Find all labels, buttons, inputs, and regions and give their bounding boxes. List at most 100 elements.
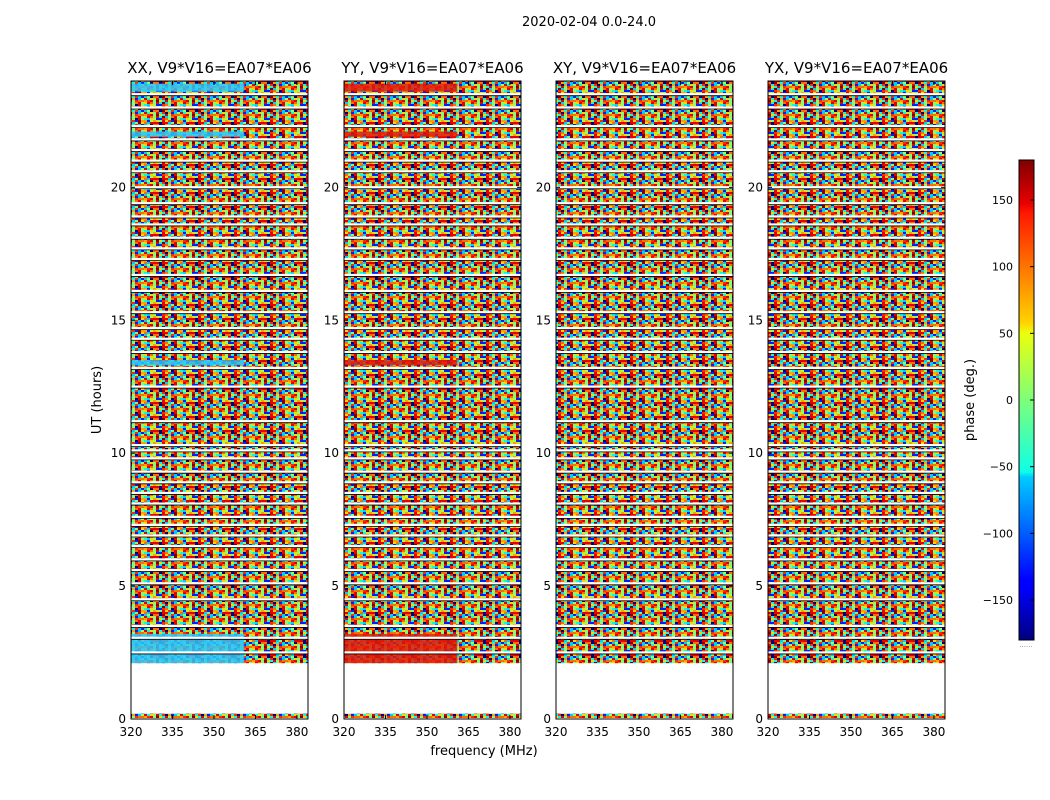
scan-gap [768, 350, 945, 354]
y-tick-label: 0 [118, 712, 126, 726]
y-tick-label: 5 [755, 579, 763, 593]
scan-gap [556, 247, 733, 250]
scan-gap [131, 636, 308, 640]
scan-gap [344, 289, 521, 293]
scan-gap [768, 93, 945, 96]
scan-gap [556, 366, 733, 370]
scan-gap [344, 443, 521, 447]
scan-gap [131, 385, 308, 388]
y-tick-label: 15 [536, 313, 551, 327]
scan-gap [768, 159, 945, 162]
scan-gap [556, 124, 733, 128]
axes-frame [555, 80, 734, 720]
x-tick-label: 380 [498, 725, 521, 739]
scan-gap [131, 289, 308, 293]
scan-gap [556, 598, 733, 601]
scan-gap [131, 502, 308, 505]
scan-gap [344, 159, 521, 162]
x-tick-label: 350 [840, 725, 863, 739]
scan-gap [556, 636, 733, 640]
colorbar-tick-label: −150 [983, 594, 1013, 607]
tinted-phase-band [344, 83, 458, 92]
scan-gap [556, 558, 733, 561]
scan-gap [768, 138, 945, 141]
scan-gap [344, 385, 521, 388]
scan-gap [768, 636, 945, 640]
x-tick-label: 320 [120, 725, 143, 739]
scan-gap [131, 481, 308, 484]
scan-gap [131, 491, 308, 495]
colorbar-under-marker: ...... [1019, 641, 1032, 649]
scan-gap [344, 366, 521, 370]
scan-gap [344, 124, 521, 128]
axes-frame [130, 80, 309, 720]
scan-gap [768, 457, 945, 460]
scan-gap [556, 568, 733, 572]
x-tick-label: 335 [161, 725, 184, 739]
tinted-phase-band [131, 131, 245, 137]
phase-data-region [768, 81, 945, 664]
scan-gap [131, 257, 308, 261]
scan-gap [131, 420, 308, 423]
scan-gap [556, 470, 733, 473]
scan-gap [131, 515, 308, 519]
scan-gap [556, 420, 733, 423]
scan-gap [556, 523, 733, 527]
scan-gap [344, 148, 521, 152]
colorbar: phase (deg.) ...... −150 −100 −50 0 50 100 150 [963, 159, 1035, 649]
phase-data-region [556, 81, 733, 664]
phase-data-strip [131, 713, 308, 718]
scan-gap [131, 148, 308, 152]
scan-gap [768, 534, 945, 537]
scan-gap [768, 491, 945, 495]
scan-gap [344, 223, 521, 226]
phase-data-strip [768, 713, 945, 718]
scan-gap [131, 106, 308, 109]
scan-gap [131, 534, 308, 537]
scan-gap [131, 236, 308, 240]
x-tick-label: 335 [374, 725, 397, 739]
scan-gap [768, 385, 945, 388]
scan-gap [344, 93, 521, 96]
panel-title: YX, V9*V16=EA07*EA06 [764, 59, 948, 77]
x-tick-label: 350 [203, 725, 226, 739]
x-tick-label: 365 [244, 725, 267, 739]
x-tick-label: 320 [545, 725, 568, 739]
panel-title: XY, V9*V16=EA07*EA06 [553, 59, 736, 77]
x-tick-label: 365 [669, 725, 692, 739]
scan-gap [768, 449, 945, 452]
scan-gap [768, 366, 945, 370]
y-tick-label: 5 [543, 579, 551, 593]
scan-gap [556, 159, 733, 162]
scan-gap [131, 124, 308, 128]
axes-frame [343, 80, 522, 720]
scan-gap [768, 257, 945, 261]
scan-gap [768, 215, 945, 218]
scan-gap [768, 515, 945, 519]
panel-yy: YY, V9*V16=EA07*EA06 320 335 350 365 380 0 5 10… [324, 59, 524, 739]
scan-gap [344, 457, 521, 460]
scan-gap [768, 624, 945, 628]
scan-gap [768, 545, 945, 548]
scan-gap [556, 223, 733, 226]
scan-gap [768, 202, 945, 205]
x-tick-label: 380 [922, 725, 945, 739]
scan-gap [344, 170, 521, 173]
x-tick-label: 365 [457, 725, 480, 739]
y-tick-label: 15 [324, 313, 339, 327]
y-tick-label: 10 [111, 446, 126, 460]
scan-gap [344, 582, 521, 585]
scan-gap [768, 148, 945, 152]
scan-gap [768, 311, 945, 314]
y-tick-label: 10 [536, 446, 551, 460]
x-tick-label: 320 [333, 725, 356, 739]
scan-gap [344, 236, 521, 240]
scan-gap [768, 337, 945, 341]
colorbar-tick-label: 50 [999, 327, 1013, 340]
scan-gap [768, 124, 945, 128]
scan-gap [131, 215, 308, 218]
scan-gap [556, 311, 733, 314]
scan-gap [556, 385, 733, 388]
scan-gap [556, 515, 733, 519]
x-tick-label: 380 [285, 725, 308, 739]
